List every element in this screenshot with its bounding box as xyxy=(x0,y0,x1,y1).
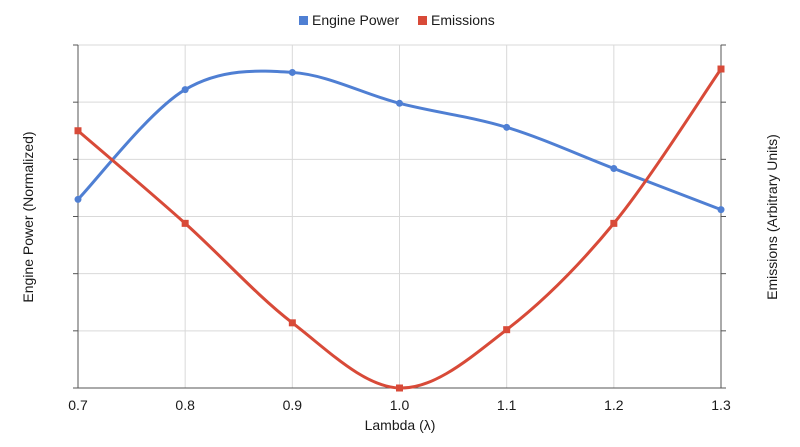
data-point-engine-power xyxy=(288,68,296,76)
data-point-engine-power xyxy=(74,195,82,203)
data-point-emissions xyxy=(503,326,511,334)
data-point-engine-power xyxy=(396,99,403,107)
data-point-engine-power xyxy=(503,123,511,131)
legend-label-engine-power: Engine Power xyxy=(312,12,400,28)
x-tick-label: 0.9 xyxy=(283,397,303,413)
data-point-engine-power xyxy=(610,164,618,172)
x-tick-labels: 0.7 0.8 0.9 1.0 1.1 1.2 1.3 xyxy=(68,397,731,413)
legend-swatch-emissions xyxy=(418,16,427,25)
data-point-emissions xyxy=(610,219,618,227)
legend: Engine Power Emissions xyxy=(299,12,495,28)
legend-label-emissions: Emissions xyxy=(431,12,495,28)
y-axis-title-right: Emissions (Arbitrary Units) xyxy=(764,134,780,300)
x-tick-label: 1.1 xyxy=(497,397,517,413)
data-point-emissions xyxy=(288,319,296,327)
x-tick-label: 0.8 xyxy=(175,397,195,413)
x-axis-title: Lambda (λ) xyxy=(365,417,436,433)
legend-swatch-engine-power xyxy=(299,16,308,25)
data-point-engine-power xyxy=(181,86,189,94)
x-tick-label: 0.7 xyxy=(68,397,88,413)
y-axis-title-left: Engine Power (Normalized) xyxy=(20,131,36,302)
series-area xyxy=(74,65,725,392)
x-tick-label: 1.0 xyxy=(390,397,410,413)
data-point-engine-power xyxy=(717,206,725,214)
data-point-emissions xyxy=(396,384,403,392)
data-point-emissions xyxy=(717,65,725,73)
x-tick-label: 1.2 xyxy=(604,397,624,413)
x-tick-label: 1.3 xyxy=(711,397,731,413)
data-point-emissions xyxy=(74,127,82,135)
data-point-emissions xyxy=(181,219,189,227)
